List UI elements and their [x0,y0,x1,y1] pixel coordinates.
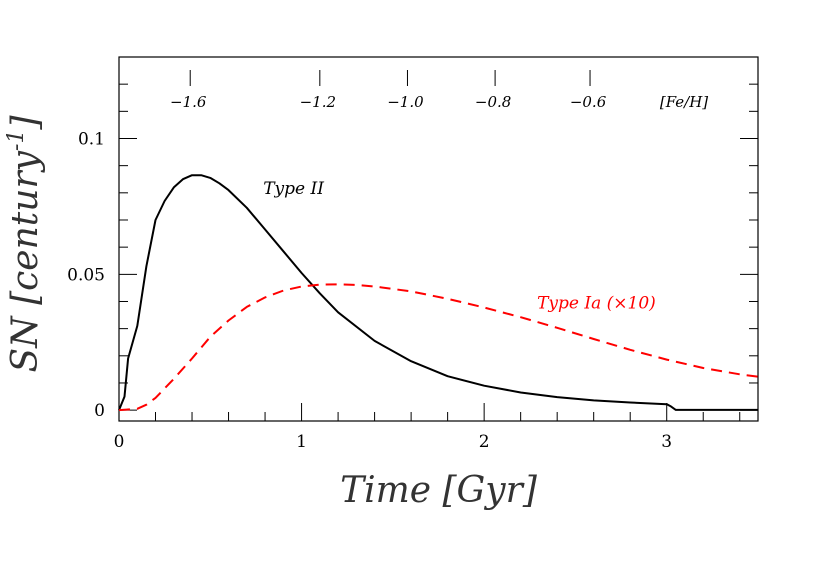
top-axis-ticks: −1.6 −1.2 −1.0 −0.8 −0.6 [170,70,607,111]
top-axis-tick-label: −0.8 [475,93,511,111]
x-tick-label: 2 [479,432,490,452]
x-axis-title: Time [Gyr] [340,470,538,511]
annotations: Type II Type Ia (×10) [263,179,656,313]
x-tick-label: 3 [661,432,672,452]
type-ii-label: Type II [263,179,324,199]
series-group [118,174,759,412]
series-line-type-ii [118,174,758,411]
y-tick-label: 0.1 [78,129,105,149]
y-tick-label: 0 [94,401,105,421]
y-axis-title-sup: -1 [4,130,29,151]
ticks [118,83,758,421]
series-line-type-ia [118,283,759,412]
type-ia-label: Type Ia (×10) [537,293,656,313]
top-axis-title: [Fe/H] [660,93,708,111]
y-tick-label: 0.05 [67,265,105,285]
y-axis-title-main: SN [century [5,150,46,372]
top-axis-tick-label: −1.0 [387,93,424,111]
tick-labels: 0 1 2 3 0 0.05 0.1 [67,129,672,452]
x-tick-label: 0 [114,432,125,452]
plot-frame [118,56,759,422]
top-axis-tick-label: −0.6 [570,93,607,111]
top-axis-tick-label: −1.6 [170,93,207,111]
y-axis-title-end: ] [5,115,46,131]
top-axis-tick-label: −1.2 [300,93,336,111]
y-axis-title: SN [century-1] [4,115,46,373]
x-tick-label: 1 [296,432,307,452]
